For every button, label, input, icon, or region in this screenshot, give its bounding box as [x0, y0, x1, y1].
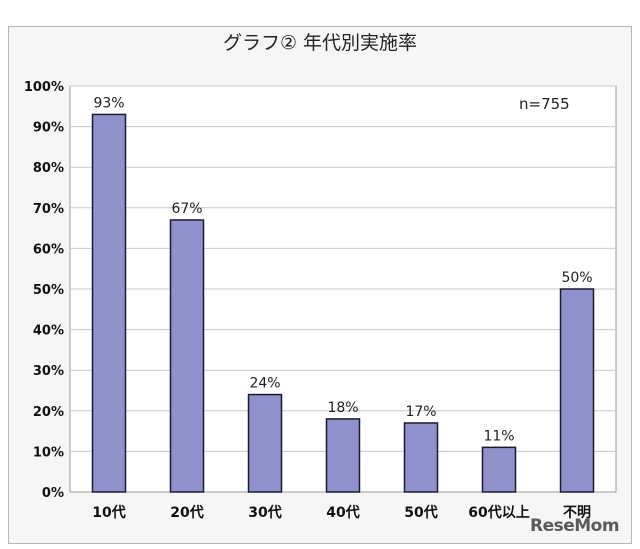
y-tick-label: 0%: [42, 486, 64, 501]
bar: [559, 288, 595, 493]
y-tick-label: 70%: [33, 202, 64, 217]
y-tick-label: 10%: [33, 445, 64, 460]
bar: [325, 418, 361, 493]
bar: [403, 422, 439, 493]
y-tick-label: 90%: [33, 121, 64, 136]
data-label: 17%: [405, 404, 436, 420]
x-axis-ticks: 10代 20代 30代 40代 50代 60代以上 不明: [92, 504, 591, 521]
y-tick-label: 20%: [33, 405, 64, 420]
bar: [91, 113, 127, 493]
x-tick-label: 40代: [326, 504, 359, 521]
x-tick-label: 60代以上: [468, 504, 529, 521]
data-label: 50%: [561, 270, 592, 286]
x-tick-label: 50代: [404, 504, 437, 521]
bar: [169, 219, 205, 493]
y-tick-label: 50%: [33, 283, 64, 298]
data-label: 18%: [327, 400, 358, 416]
data-label: 11%: [483, 428, 514, 444]
y-tick-label: 40%: [33, 324, 64, 339]
y-axis-ticks: 0% 10% 20% 30% 40% 50% 60% 70% 80% 90% 100%: [24, 80, 64, 501]
resemom-logo: ReseMom: [530, 516, 620, 536]
y-tick-label: 30%: [33, 364, 64, 379]
bars: [91, 113, 595, 493]
x-tick-label: 30代: [248, 504, 281, 521]
bar: [247, 393, 283, 493]
x-tick-label: 不明: [563, 505, 591, 521]
x-tick-label: 10代: [92, 504, 125, 521]
data-label: 24%: [249, 376, 280, 392]
data-label: 93%: [93, 95, 124, 111]
y-tick-label: 80%: [33, 161, 64, 176]
bar: [481, 446, 517, 493]
grid-lines: [70, 85, 616, 452]
chart-title: グラフ② 年代別実施率: [222, 32, 418, 54]
data-label: 67%: [171, 201, 202, 217]
data-labels: 93% 67% 24% 18% 17% 11% 50%: [93, 95, 592, 444]
y-tick-label: 100%: [24, 80, 64, 95]
y-tick-label: 60%: [33, 242, 64, 257]
sample-size-annotation: n=755: [519, 95, 570, 113]
x-tick-label: 20代: [170, 504, 203, 521]
